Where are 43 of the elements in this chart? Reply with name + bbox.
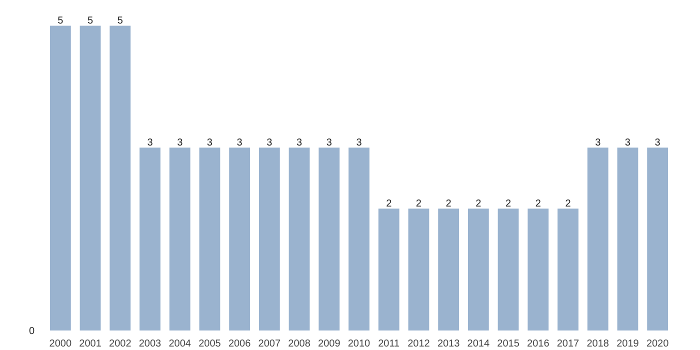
text: 0 xyxy=(28,326,35,337)
x-tick-label: 2006 xyxy=(228,338,252,350)
data-label: 3 xyxy=(177,138,184,149)
data-label: 3 xyxy=(356,138,362,149)
x-tick-label: 2001 xyxy=(79,338,102,350)
data-label: 5 xyxy=(117,16,124,27)
x-tick-label: 2012 xyxy=(408,338,430,350)
data-label: 3 xyxy=(654,138,661,149)
data-label: 2 xyxy=(535,198,542,210)
x-tick-label: 2005 xyxy=(198,338,222,350)
data-label: 2 xyxy=(416,198,422,210)
data-label: 3 xyxy=(595,138,602,149)
data-label: 3 xyxy=(624,138,631,149)
x-tick-label: 2009 xyxy=(318,338,341,350)
data-label: 3 xyxy=(266,138,273,149)
x-tick-label: 2007 xyxy=(258,338,281,350)
x-tick-label: 2002 xyxy=(109,338,132,350)
x-tick-label: 2004 xyxy=(168,338,192,350)
x-tick-label: 2019 xyxy=(616,338,640,350)
data-label: 2 xyxy=(506,198,512,210)
x-tick-label: 2003 xyxy=(138,338,162,350)
data-label: 2 xyxy=(446,198,452,210)
x-tick-label: 2014 xyxy=(467,338,490,350)
data-label: 3 xyxy=(206,138,213,149)
data-label: 2 xyxy=(476,198,482,210)
x-tick-label: 2011 xyxy=(378,338,400,350)
x-tick-label: 2020 xyxy=(646,338,670,350)
data-label: 5 xyxy=(58,16,64,27)
data-label: 3 xyxy=(147,138,154,149)
x-tick-label: 2016 xyxy=(527,338,550,350)
x-tick-label: 2015 xyxy=(497,338,520,350)
x-tick-label: 2010 xyxy=(348,338,371,350)
data-label: 5 xyxy=(88,16,94,27)
data-label: 3 xyxy=(296,138,303,149)
x-tick-label: 2008 xyxy=(288,338,311,350)
x-tick-label: 2013 xyxy=(437,338,460,350)
data-label: 2 xyxy=(386,198,392,210)
data-label: 2 xyxy=(565,198,572,210)
x-tick-label: 2017 xyxy=(556,338,580,350)
x-tick-label: 2018 xyxy=(586,338,610,350)
x-tick-label: 2000 xyxy=(49,338,72,350)
data-label: 3 xyxy=(236,138,243,149)
data-label: 3 xyxy=(326,138,332,149)
